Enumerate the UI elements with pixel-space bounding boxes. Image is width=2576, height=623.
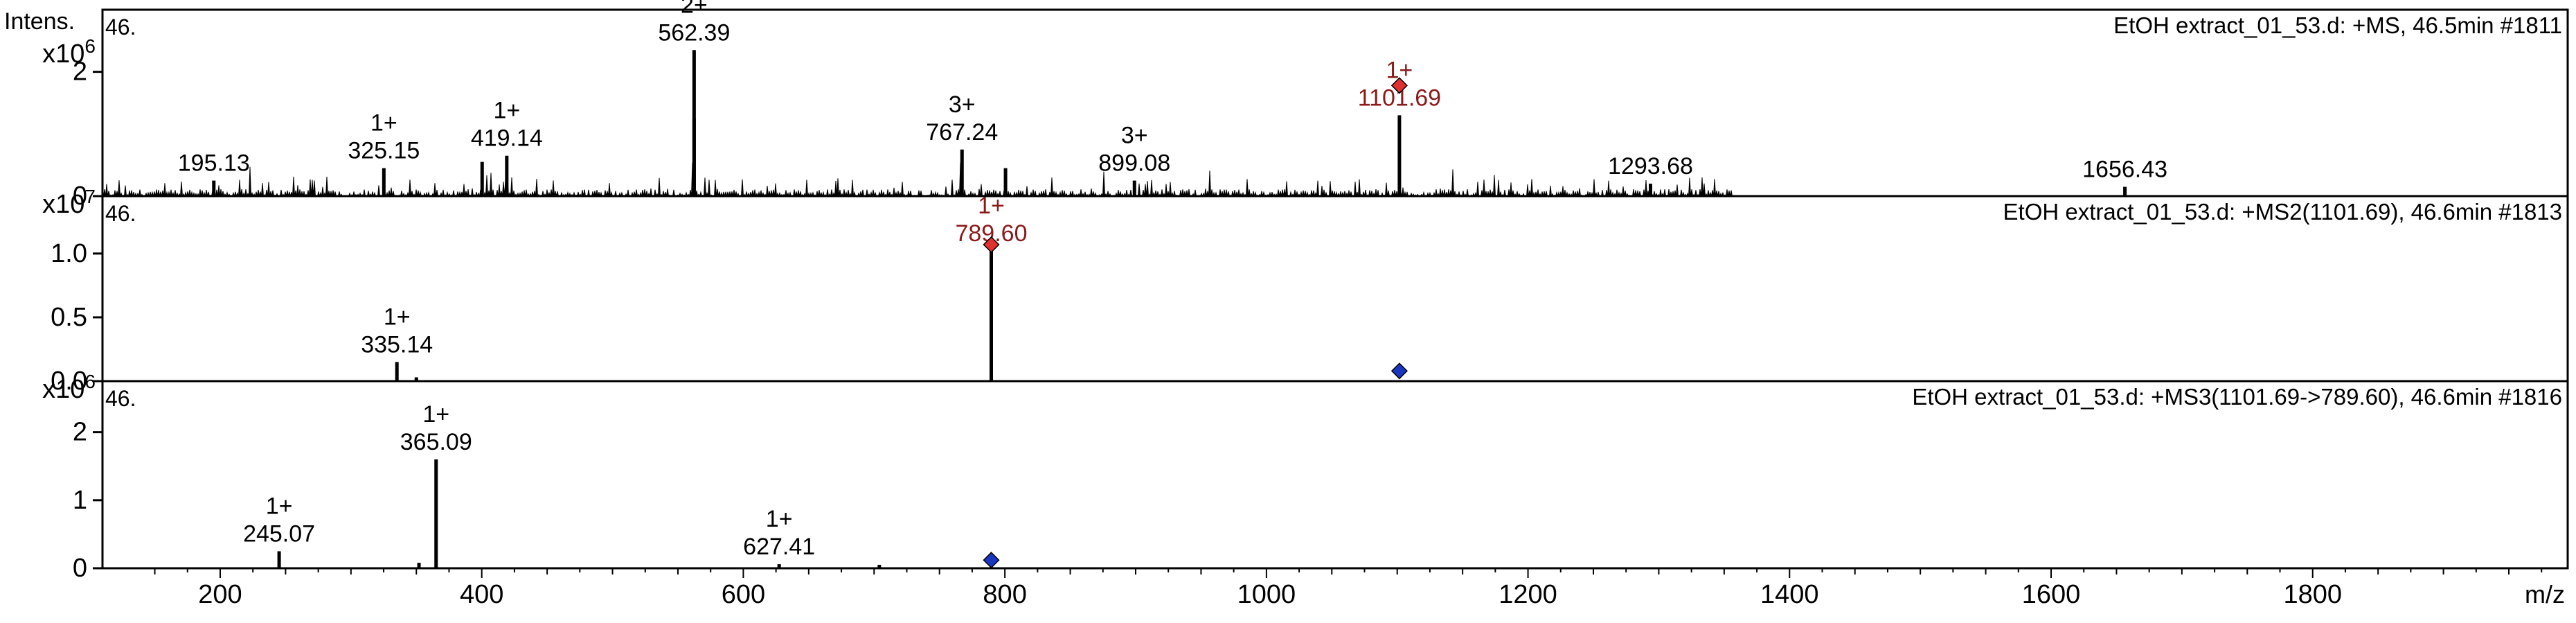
peak-label-charge-3-0: 1+ — [266, 493, 293, 519]
y-multiplier-2: x107 — [42, 186, 96, 219]
peak-label-mz-3-0: 245.07 — [243, 520, 315, 547]
x-tick-label-5: 1200 — [1499, 580, 1557, 609]
x-tick-label-2: 600 — [722, 580, 765, 609]
peak-label-mz-2-0: 335.14 — [361, 331, 433, 358]
peak-label-mz-1-0: 195.13 — [178, 150, 250, 177]
y-tick-label-2-1: 0.5 — [51, 303, 87, 332]
y-tick-label-3-2: 2 — [73, 418, 87, 447]
peak-label-mz-3-1: 365.09 — [400, 429, 472, 455]
peak-label-mz-1-7: 1293.68 — [1608, 153, 1693, 179]
precursor-marker-3-0 — [983, 552, 1000, 569]
panel-corner-label-2: 46. — [105, 201, 136, 226]
peak-label-mz-1-5: 899.08 — [1098, 150, 1170, 177]
peak-label-mz-1-2: 419.14 — [471, 125, 543, 152]
peak-label-charge-1-3: 2+ — [681, 0, 708, 18]
peak-label-charge-3-2: 1+ — [766, 506, 793, 532]
y-tick-label-3-0: 0 — [73, 554, 87, 583]
x-axis-label: m/z — [2525, 580, 2565, 608]
y-tick-label-1-0: 0 — [73, 182, 87, 211]
y-axis-label: Intens. — [4, 8, 75, 35]
peak-label-mz-1-4: 767.24 — [926, 119, 998, 146]
panel-title-1: EtOH extract_01_53.d: +MS, 46.5min #1811 — [2113, 12, 2562, 38]
peak-label-charge-1-1: 1+ — [370, 110, 397, 137]
panel-title-2: EtOH extract_01_53.d: +MS2(1101.69), 46.… — [2003, 199, 2562, 225]
peak-label-charge-2-0: 1+ — [384, 304, 411, 330]
peak-label-mz-1-1: 325.15 — [348, 138, 420, 164]
x-tick-label-1: 400 — [460, 580, 503, 609]
panel-corner-label-1: 46. — [105, 15, 136, 40]
y-tick-label-2-2: 1.0 — [51, 239, 87, 268]
peak-label-mz-3-2: 627.41 — [743, 534, 815, 560]
y-multiplier-1: x106 — [42, 35, 96, 69]
peak-label-charge-3-1: 1+ — [422, 401, 449, 428]
panel-corner-label-3: 46. — [105, 386, 136, 411]
y-multiplier-3: x106 — [42, 371, 96, 404]
panel-frame-3 — [101, 380, 2569, 570]
x-tick-label-0: 200 — [198, 580, 242, 609]
x-tick-label-3: 800 — [983, 580, 1026, 609]
peak-label-charge-1-4: 3+ — [949, 91, 976, 118]
peak-label-charge-1-2: 1+ — [493, 98, 520, 124]
x-tick-label-7: 1600 — [2022, 580, 2081, 609]
precursor-marker-1-0 — [1390, 77, 1408, 94]
peak-label-mz-1-3: 562.39 — [658, 19, 730, 46]
x-tick-label-4: 1000 — [1237, 580, 1296, 609]
peak-label-mz-1-8: 1656.43 — [2082, 157, 2167, 183]
panel-title-3: EtOH extract_01_53.d: +MS3(1101.69->789.… — [1912, 384, 2562, 410]
x-tick-label-6: 1400 — [1760, 580, 1819, 609]
precursor-marker-2-0 — [983, 236, 1000, 254]
x-tick-label-8: 1800 — [2283, 580, 2342, 609]
y-tick-label-3-1: 1 — [73, 486, 87, 515]
y-tick-label-2-0: 0.0 — [51, 367, 87, 396]
peak-label-charge-2-1: 1+ — [978, 193, 1005, 219]
precursor-marker-2-1 — [1390, 362, 1408, 380]
peak-label-charge-1-5: 3+ — [1121, 123, 1148, 149]
y-tick-label-1-1: 2 — [73, 58, 87, 87]
